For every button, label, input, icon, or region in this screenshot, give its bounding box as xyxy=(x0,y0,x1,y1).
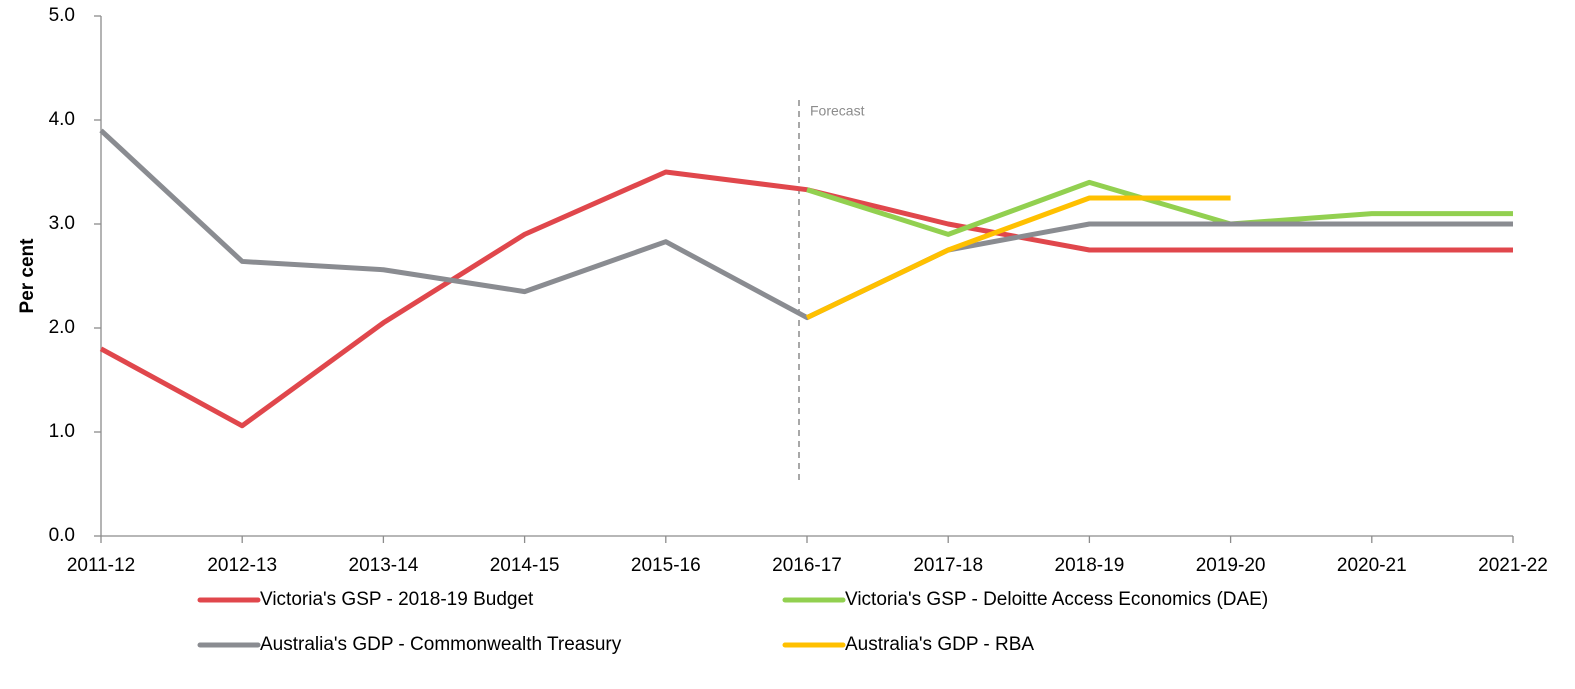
x-tick-label: 2019-20 xyxy=(1196,555,1266,576)
y-tick-label: 0.0 xyxy=(49,525,75,546)
series-line xyxy=(806,179,1513,237)
series-line xyxy=(805,195,1231,320)
y-tick-label: 1.0 xyxy=(49,421,75,442)
y-tick-label: 2.0 xyxy=(49,317,75,338)
y-tick-label: 4.0 xyxy=(49,109,75,130)
x-tick-label: 2018-19 xyxy=(1055,555,1125,576)
y-tick-label: 3.0 xyxy=(49,213,75,234)
x-tick-label: 2014-15 xyxy=(490,555,560,576)
y-axis-label: Per cent xyxy=(17,238,38,314)
legend-label: Victoria's GSP - Deloitte Access Economi… xyxy=(845,589,1268,610)
series-line xyxy=(99,128,1513,321)
legend-label: Victoria's GSP - 2018-19 Budget xyxy=(260,589,534,610)
x-tick-label: 2012-13 xyxy=(207,555,277,576)
x-tick-label: 2020-21 xyxy=(1337,555,1407,576)
legend-label: Australia's GDP - Commonwealth Treasury xyxy=(260,634,622,655)
x-tick-label: 2011-12 xyxy=(67,555,135,576)
x-tick-label: 2017-18 xyxy=(913,555,983,576)
x-tick-label: 2015-16 xyxy=(631,555,701,576)
x-tick-label: 2013-14 xyxy=(349,555,419,576)
series-line xyxy=(99,169,1513,429)
y-tick-label: 5.0 xyxy=(49,5,75,26)
forecast-annotation: Forecast xyxy=(810,103,865,119)
x-tick-label: 2016-17 xyxy=(772,555,842,576)
x-tick-label: 2021-22 xyxy=(1478,555,1548,576)
legend-label: Australia's GDP - RBA xyxy=(845,634,1034,655)
